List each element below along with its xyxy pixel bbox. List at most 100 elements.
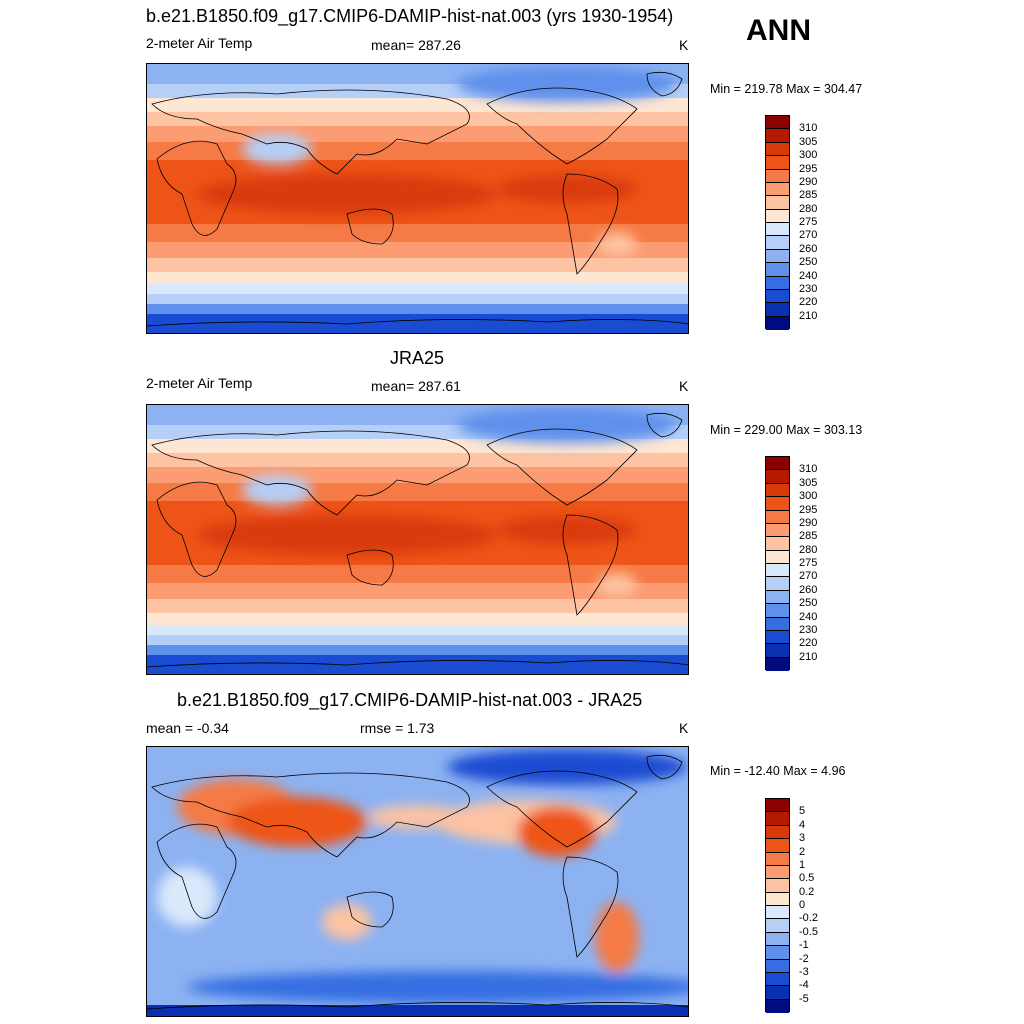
panel-1-map — [146, 63, 689, 334]
panel-3-colorbar — [765, 798, 790, 1013]
colorbar-tick-label: 1 — [799, 858, 806, 871]
colorbar-tick-label: 305 — [799, 135, 818, 148]
colorbar-swatch — [766, 223, 789, 237]
panel-3-units-label: K — [679, 720, 689, 736]
colorbar-swatch — [766, 249, 789, 264]
colorbar-tick-label: 260 — [799, 242, 818, 255]
colorbar-swatch — [766, 564, 789, 578]
colorbar-tick-label: 2 — [799, 845, 806, 858]
colorbar-tick-label: -4 — [799, 979, 809, 992]
colorbar-tick-label: 280 — [799, 543, 818, 556]
colorbar-swatch — [766, 470, 789, 484]
colorbar-tick-label: 250 — [799, 597, 818, 610]
panel-1-mean-label: mean= 287.26 — [371, 37, 461, 53]
colorbar-swatch — [766, 946, 789, 960]
panel-2-map — [146, 404, 689, 675]
colorbar-swatch — [766, 879, 789, 893]
panel-2-units-label: K — [679, 378, 689, 394]
colorbar-tick-label: 220 — [799, 296, 818, 309]
colorbar-tick-label: 270 — [799, 570, 818, 583]
colorbar-swatch — [766, 196, 789, 210]
colorbar-tick-label: 290 — [799, 175, 818, 188]
colorbar-swatch — [766, 457, 789, 471]
colorbar-tick-label: 300 — [799, 149, 818, 162]
colorbar-swatch — [766, 865, 789, 880]
panel-2-colorbar — [765, 456, 790, 671]
colorbar-swatch — [766, 276, 789, 290]
colorbar-swatch — [766, 537, 789, 551]
panel-3-minmax: Min = -12.40 Max = 4.96 — [710, 764, 846, 778]
colorbar-swatch — [766, 657, 789, 671]
panel-3-map-graphic — [147, 747, 688, 1017]
colorbar-swatch — [766, 852, 789, 866]
panel-2-title: JRA25 — [390, 348, 445, 368]
colorbar-tick-label: 270 — [799, 229, 818, 242]
colorbar-tick-label: 240 — [799, 269, 818, 282]
panel-2-minmax: Min = 229.00 Max = 303.13 — [710, 423, 863, 437]
colorbar-swatch — [766, 630, 789, 645]
colorbar-tick-label: 4 — [799, 818, 806, 831]
colorbar-tick-label: 230 — [799, 623, 818, 636]
colorbar-tick-label: 230 — [799, 282, 818, 295]
colorbar-swatch — [766, 577, 789, 591]
colorbar-swatch — [766, 236, 789, 250]
colorbar-swatch — [766, 590, 789, 605]
colorbar-swatch — [766, 919, 789, 933]
colorbar-swatch — [766, 142, 789, 157]
colorbar-tick-label: 5 — [799, 805, 806, 818]
colorbar-swatch — [766, 263, 789, 277]
colorbar-tick-label: -3 — [799, 965, 809, 978]
colorbar-swatch — [766, 169, 789, 183]
colorbar-tick-label: 275 — [799, 557, 818, 569]
colorbar-swatch — [766, 799, 789, 813]
colorbar-tick-label: 310 — [799, 122, 818, 135]
colorbar-tick-label: 260 — [799, 583, 818, 596]
colorbar-tick-label: -2 — [799, 952, 809, 965]
colorbar-swatch — [766, 116, 789, 130]
colorbar-swatch — [766, 839, 789, 853]
colorbar-tick-label: 240 — [799, 610, 818, 623]
colorbar-tick-label: 220 — [799, 637, 818, 650]
panel-2-mean-label: mean= 287.61 — [371, 378, 461, 394]
colorbar-swatch — [766, 209, 789, 223]
panel-1-map-graphic — [147, 64, 688, 334]
colorbar-tick-label: -5 — [799, 992, 809, 1005]
panel-1-variable-label: 2-meter Air Temp — [146, 35, 253, 51]
panel-1-title: b.e21.B1850.f09_g17.CMIP6-DAMIP-hist-nat… — [146, 6, 674, 26]
panel-1-units-label: K — [679, 37, 689, 53]
colorbar-swatch — [766, 497, 789, 511]
colorbar-swatch — [766, 510, 789, 524]
colorbar-tick-label: 285 — [799, 530, 818, 543]
panel-1-colorbar — [765, 115, 790, 330]
colorbar-tick-label: 295 — [799, 162, 818, 175]
panel-3-rmse-label: rmse = 1.73 — [360, 720, 435, 736]
colorbar-tick-label: 300 — [799, 490, 818, 503]
colorbar-tick-label: 0.2 — [799, 885, 815, 898]
colorbar-swatch — [766, 892, 789, 906]
colorbar-tick-label: 280 — [799, 202, 818, 215]
colorbar-swatch — [766, 999, 789, 1013]
colorbar-swatch — [766, 550, 789, 564]
colorbar-tick-label: 295 — [799, 503, 818, 516]
colorbar-swatch — [766, 289, 789, 304]
colorbar-tick-label: 3 — [799, 832, 806, 845]
season-label: ANN — [746, 14, 811, 47]
colorbar-swatch — [766, 156, 789, 170]
panel-3-map — [146, 746, 689, 1017]
colorbar-swatch — [766, 182, 789, 197]
colorbar-swatch — [766, 129, 789, 143]
colorbar-tick-label: 275 — [799, 216, 818, 228]
colorbar-tick-label: 290 — [799, 516, 818, 529]
colorbar-swatch — [766, 303, 789, 317]
colorbar-tick-label: -0.5 — [799, 925, 818, 938]
colorbar-swatch — [766, 644, 789, 658]
colorbar-swatch — [766, 617, 789, 631]
colorbar-swatch — [766, 483, 789, 498]
colorbar-tick-label: 0 — [799, 899, 806, 911]
colorbar-swatch — [766, 906, 789, 920]
colorbar-tick-label: 285 — [799, 189, 818, 202]
colorbar-swatch — [766, 986, 789, 1000]
colorbar-swatch — [766, 812, 789, 826]
colorbar-swatch — [766, 932, 789, 947]
colorbar-tick-label: 305 — [799, 476, 818, 489]
